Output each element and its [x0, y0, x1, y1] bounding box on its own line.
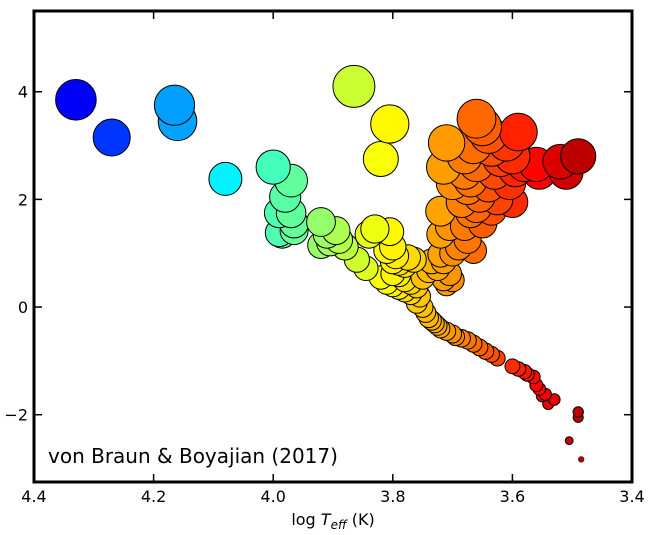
y-tick-label: 2 [18, 190, 28, 209]
data-point [332, 64, 376, 108]
data-point [560, 138, 597, 175]
data-point [153, 84, 196, 126]
data-point [504, 358, 521, 375]
x-tick-label: 4.2 [141, 487, 166, 506]
axis-ticks: 4.4 4.2 4.0 3.8 3.6 3.4 4 2 0 −2 [4, 11, 645, 506]
x-tick-label: 4.0 [260, 487, 285, 506]
y-tick-label: 0 [18, 298, 28, 317]
plot-frame [32, 9, 634, 484]
data-point [572, 406, 584, 418]
x-tick-label: 3.8 [380, 487, 405, 506]
data-point [456, 98, 497, 139]
data-point [370, 104, 410, 144]
data-point [564, 436, 574, 446]
data-point [255, 149, 291, 185]
x-tick-label: 3.6 [500, 487, 525, 506]
data-point [578, 456, 585, 463]
data-point [92, 118, 131, 157]
data-point [362, 141, 399, 177]
annotation-label: von Braun & Boyajian (2017) [48, 444, 338, 468]
y-tick-label: −2 [4, 406, 28, 425]
x-axis-label: log Teff (K) [291, 510, 374, 532]
x-tick-label: 4.4 [21, 487, 46, 506]
data-point [55, 79, 97, 121]
data-point [306, 207, 336, 237]
data-point [427, 124, 466, 162]
y-tick-label: 4 [18, 83, 28, 102]
data-points [55, 64, 597, 463]
data-point [208, 161, 243, 196]
x-tick-label: 3.4 [619, 487, 644, 506]
data-point [360, 214, 390, 244]
data-point [499, 112, 538, 152]
